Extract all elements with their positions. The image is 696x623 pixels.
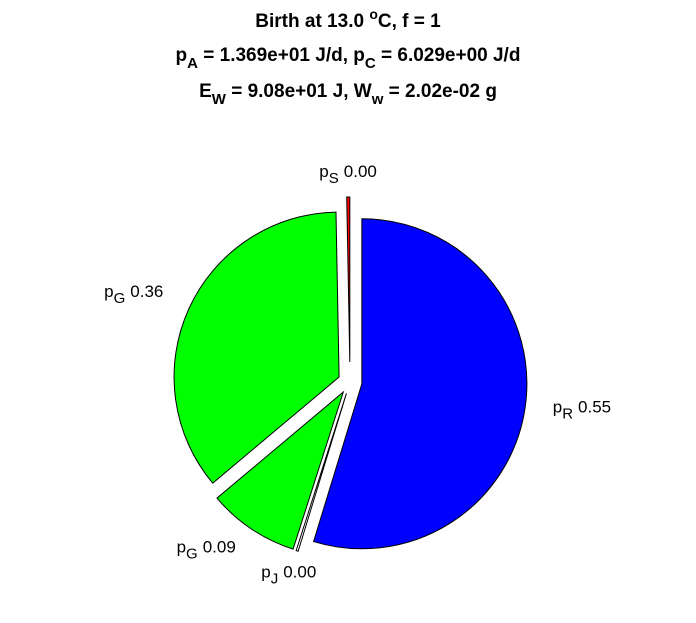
- slice-value-label: 0.36: [130, 282, 163, 301]
- slice-symbol: p: [261, 563, 270, 582]
- pie-slice: [216, 390, 345, 550]
- title-text: = 2.02e-02 g: [383, 81, 497, 102]
- slice-label: pG 0.36: [104, 282, 163, 307]
- slice-label: pG 0.09: [177, 537, 236, 562]
- title-text: p: [176, 45, 188, 66]
- slice-value-label: 0.00: [344, 162, 377, 181]
- slice-value-label: 0.55: [578, 397, 611, 416]
- pie-slice: [295, 393, 347, 552]
- slice-subscript: J: [271, 571, 279, 588]
- title-text: Birth at 13.0: [255, 11, 369, 32]
- title-subscript: W: [212, 91, 227, 108]
- title-text: = 6.029e+00 J/d: [376, 45, 521, 66]
- slice-label: pS 0.00: [319, 162, 377, 187]
- slice-subscript: S: [329, 170, 339, 187]
- chart-title: EW = 9.08e+01 J, Ww = 2.02e-02 g: [199, 81, 497, 108]
- pie-slice: [346, 196, 351, 363]
- slice-subscript: R: [562, 405, 573, 422]
- slice-label: pR 0.55: [553, 397, 611, 422]
- title-subscript: A: [187, 55, 198, 72]
- slice-symbol: p: [104, 282, 113, 301]
- slice-value-label: 0.00: [283, 563, 316, 582]
- title-subscript: C: [365, 55, 376, 72]
- title-subscript: w: [371, 91, 384, 108]
- title-text: E: [199, 81, 212, 102]
- slice-subscript: G: [186, 545, 198, 562]
- chart-title: Birth at 13.0 oC, f = 1: [255, 6, 441, 32]
- title-text: = 9.08e+01 J, W: [226, 81, 372, 102]
- pie-slice: [312, 218, 528, 550]
- slice-symbol: p: [553, 397, 562, 416]
- chart-title: pA = 1.369e+01 J/d, pC = 6.029e+00 J/d: [176, 45, 521, 72]
- title-superscript: o: [369, 6, 378, 22]
- slice-value-label: 0.09: [203, 537, 236, 556]
- slice-subscript: G: [114, 290, 126, 307]
- title-text: = 1.369e+01 J/d, p: [198, 45, 365, 66]
- slice-symbol: p: [177, 537, 186, 556]
- slice-symbol: p: [319, 162, 328, 181]
- slice-label: pJ 0.00: [261, 563, 316, 588]
- pie-slice: [173, 211, 340, 484]
- title-text: C, f = 1: [378, 11, 441, 32]
